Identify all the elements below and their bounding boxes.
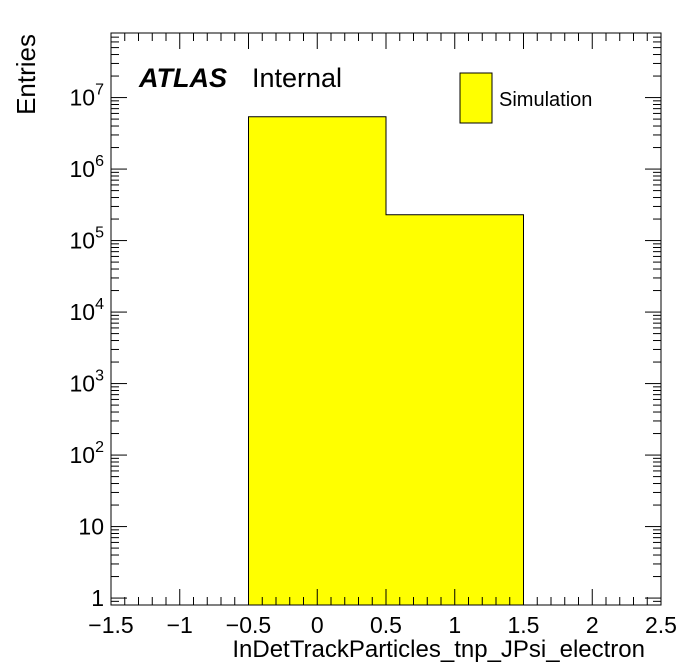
x-tick-label: 0.5 [370,612,402,638]
atlas-internal-label: Internal [252,63,342,93]
x-tick-label: 1.5 [508,612,540,638]
y-tick-label: 10 [78,514,104,540]
x-tick-label: 1 [448,612,461,638]
histogram-bin [248,116,386,606]
y-tick-label: 107 [70,82,105,111]
histogram-outline [248,116,524,605]
y-tick-label: 103 [70,368,105,397]
x-tick-label: −1 [167,612,193,638]
x-tick-labels: −1.5 −1 −0.5 0 0.5 1 1.5 2 2.5 [88,612,677,638]
histogram-bin [386,214,524,605]
y-tick-label: 104 [70,296,105,325]
x-tick-label: 2.5 [645,612,677,638]
y-tick-labels: 1 10 102 103 104 105 106 107 [70,82,105,611]
y-tick-label: 1 [91,585,104,611]
x-tick-label: −0.5 [226,612,271,638]
x-axis-label: InDetTrackParticles_tnp_JPsi_electron [232,636,645,663]
legend: Simulation [459,72,592,124]
legend-swatch-simulation [459,72,493,124]
x-tick-label: 0 [311,612,324,638]
y-tick-label: 106 [70,153,105,182]
x-tick-label: −1.5 [88,612,133,638]
atlas-label: ATLAS [138,63,227,93]
x-tick-label: 2 [586,612,599,638]
y-tick-label: 105 [70,225,105,254]
legend-label-simulation: Simulation [499,89,592,111]
histogram-bins [248,116,524,606]
axis-ticks [110,32,662,606]
y-tick-label: 102 [70,439,105,468]
y-axis-label: Entries [11,34,41,115]
